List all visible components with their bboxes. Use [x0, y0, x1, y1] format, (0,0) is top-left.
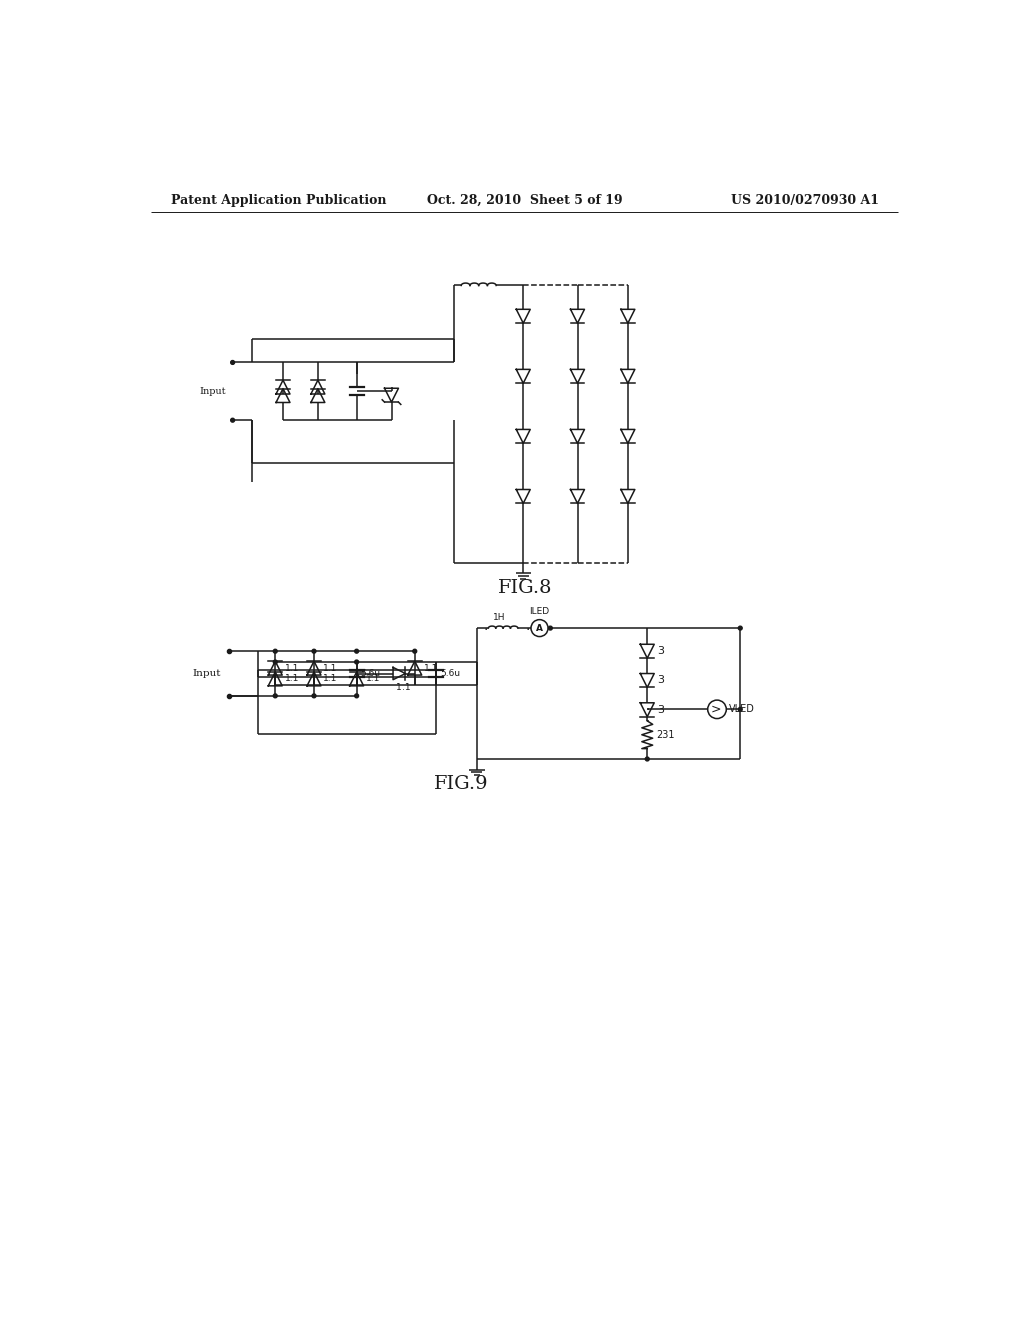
Circle shape — [273, 660, 278, 664]
Circle shape — [230, 418, 234, 422]
Text: 1H: 1H — [493, 612, 506, 622]
Circle shape — [312, 649, 316, 653]
Text: 1.1: 1.1 — [285, 675, 299, 684]
Text: 1.1: 1.1 — [424, 664, 438, 673]
Text: 3: 3 — [657, 705, 665, 714]
Text: 231: 231 — [656, 730, 675, 739]
Text: US 2010/0270930 A1: US 2010/0270930 A1 — [731, 194, 879, 207]
Circle shape — [413, 649, 417, 653]
Text: .: . — [525, 619, 530, 632]
Text: 1.1: 1.1 — [324, 664, 338, 673]
Circle shape — [354, 660, 358, 664]
Circle shape — [273, 694, 278, 698]
Circle shape — [354, 649, 358, 653]
Text: .: . — [645, 710, 649, 725]
Text: Input: Input — [193, 669, 221, 678]
Text: ILED: ILED — [529, 607, 550, 615]
Circle shape — [273, 649, 278, 653]
Circle shape — [645, 758, 649, 760]
Text: Oct. 28, 2010  Sheet 5 of 19: Oct. 28, 2010 Sheet 5 of 19 — [427, 194, 623, 207]
Text: Patent Application Publication: Patent Application Publication — [171, 194, 386, 207]
Text: 1.1: 1.1 — [366, 675, 380, 684]
Text: .: . — [645, 700, 649, 713]
Text: VLED: VLED — [729, 705, 756, 714]
Text: .1: .1 — [401, 682, 411, 692]
Text: 3: 3 — [657, 647, 665, 656]
Text: 1.1: 1.1 — [285, 664, 299, 673]
Circle shape — [738, 708, 742, 711]
Text: >: > — [711, 702, 722, 715]
Text: 5.6u: 5.6u — [440, 669, 461, 678]
Circle shape — [230, 360, 234, 364]
Text: Input: Input — [200, 387, 226, 396]
Text: 3: 3 — [657, 676, 665, 685]
Text: 5.6u: 5.6u — [360, 669, 381, 678]
Circle shape — [312, 694, 316, 698]
Text: 1.1: 1.1 — [324, 675, 338, 684]
Text: .: . — [483, 619, 487, 632]
Circle shape — [354, 694, 358, 698]
Text: A: A — [536, 623, 543, 632]
Text: .: . — [354, 659, 358, 673]
Text: FIG.9: FIG.9 — [434, 775, 488, 792]
Text: 1: 1 — [396, 682, 402, 692]
Circle shape — [549, 626, 552, 630]
Circle shape — [738, 626, 742, 630]
Text: FIG.8: FIG.8 — [498, 579, 552, 597]
